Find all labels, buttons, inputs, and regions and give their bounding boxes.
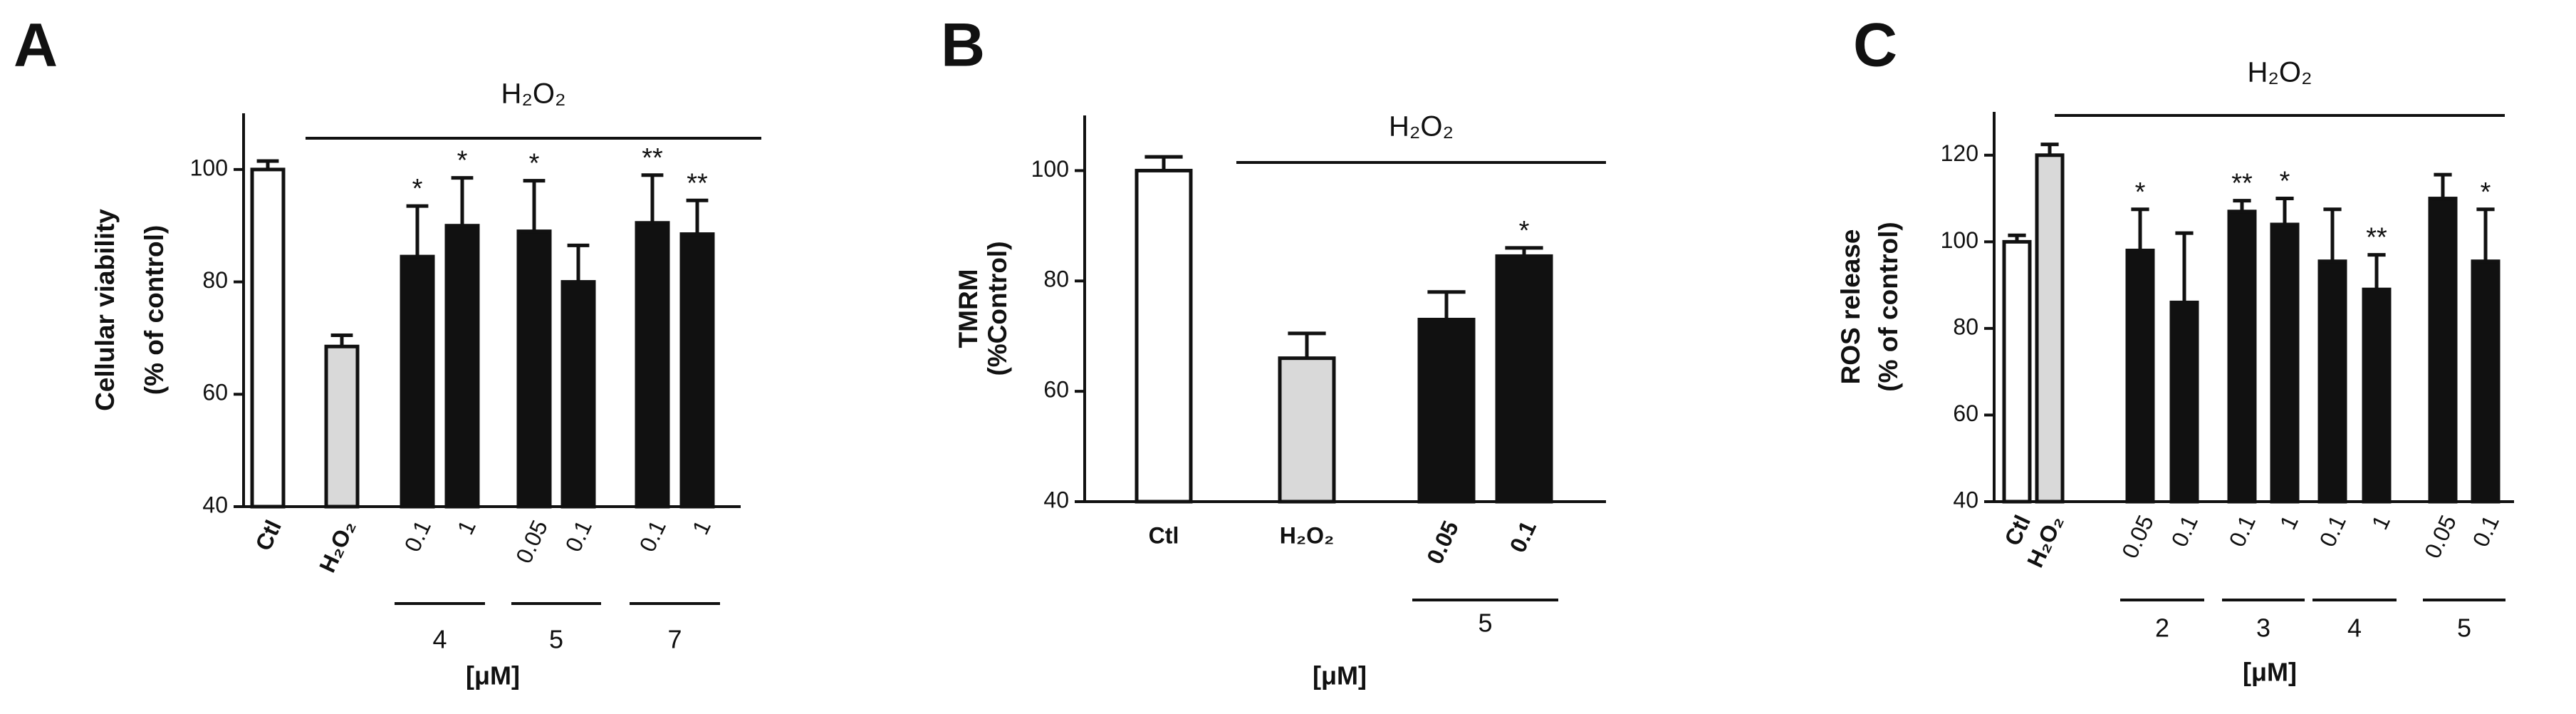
- y-tick-label: 80: [1953, 314, 1978, 339]
- x-tick-label: 0.1: [1505, 517, 1541, 557]
- group-label: 4: [432, 625, 447, 654]
- bar: [2227, 209, 2257, 504]
- y-tick-label: 60: [1043, 377, 1069, 403]
- x-tick-label: 0.1: [2166, 511, 2203, 551]
- bar: [1135, 168, 1193, 504]
- unit-label: [μM]: [466, 661, 520, 690]
- x-tick-label: 1: [687, 516, 716, 538]
- significance-label: **: [642, 143, 663, 173]
- y-tick-label: 80: [202, 267, 228, 293]
- x-tick-label: 1: [452, 516, 481, 538]
- panel-letter: A: [14, 11, 58, 80]
- group-label: 4: [2347, 614, 2362, 643]
- panel-letter: B: [941, 11, 985, 80]
- y-axis-label: TMRM: [954, 269, 983, 348]
- x-tick-label: 0.1: [400, 516, 436, 556]
- y-tick-label: 40: [1953, 487, 1978, 512]
- x-tick-label: 0.05: [1422, 517, 1464, 568]
- group-label: 5: [549, 625, 563, 654]
- significance-label: *: [1519, 216, 1530, 246]
- significance-label: **: [2366, 223, 2387, 253]
- significance-label: *: [457, 146, 468, 176]
- x-tick-label: 0.05: [2117, 511, 2159, 562]
- bar: [2270, 222, 2300, 504]
- significance-label: *: [529, 149, 540, 179]
- bar: [2035, 153, 2065, 504]
- y-axis-label: (% of control): [140, 225, 169, 395]
- bar: [400, 254, 435, 509]
- bar: [1417, 317, 1476, 504]
- bar: [2125, 248, 2155, 504]
- y-axis-label: Cellular viability: [90, 209, 120, 411]
- bar: [2169, 300, 2199, 504]
- significance-label: *: [2280, 167, 2290, 197]
- y-axis-label: ROS release: [1836, 229, 1865, 384]
- significance-label: *: [412, 174, 423, 204]
- treatment-label: H₂O₂: [1389, 111, 1454, 143]
- panel-letter: C: [1853, 11, 1897, 80]
- x-tick-label: 0.1: [2315, 511, 2351, 551]
- significance-label: *: [2481, 177, 2491, 207]
- y-tick-label: 80: [1043, 267, 1069, 292]
- bar: [2002, 239, 2032, 504]
- x-tick-label: 0.1: [560, 516, 597, 556]
- y-tick-label: 60: [202, 380, 228, 405]
- bar: [2428, 197, 2458, 504]
- x-tick-label: H₂O₂: [1280, 522, 1334, 548]
- y-tick-label: 60: [1953, 400, 1978, 426]
- group-label: 3: [2256, 614, 2270, 643]
- significance-label: **: [2231, 169, 2253, 199]
- y-tick-label: 100: [1031, 156, 1069, 182]
- y-tick-label: 100: [190, 155, 228, 180]
- x-tick-label: 1: [2367, 511, 2395, 533]
- bar: [635, 221, 670, 509]
- x-tick-label: 0.1: [2468, 511, 2504, 551]
- y-tick-label: 100: [1941, 227, 1978, 253]
- bar: [1278, 356, 1336, 504]
- x-tick-label: 0.05: [2419, 511, 2461, 562]
- unit-label: [μM]: [2243, 658, 2297, 687]
- y-axis-label: (% of control): [1874, 222, 1903, 391]
- bar: [324, 344, 360, 509]
- bar: [2362, 287, 2392, 504]
- bar: [2317, 259, 2347, 504]
- bar: [2471, 259, 2501, 504]
- significance-label: *: [2135, 177, 2146, 207]
- x-tick-label: Ctl: [1149, 522, 1179, 548]
- group-label: 7: [667, 625, 682, 654]
- group-label: 5: [2457, 614, 2471, 643]
- x-tick-label: 0.1: [2224, 511, 2260, 551]
- y-axis-label: (%Control): [983, 241, 1012, 376]
- y-tick-label: 40: [1043, 487, 1069, 512]
- bar: [250, 167, 286, 509]
- bar: [560, 280, 596, 509]
- x-tick-label: 0.1: [635, 516, 671, 556]
- group-label: 5: [1478, 609, 1492, 638]
- unit-label: [μM]: [1313, 661, 1367, 690]
- bar: [679, 232, 715, 509]
- bar: [1495, 254, 1553, 504]
- treatment-label: H₂O₂: [2247, 57, 2312, 88]
- y-tick-label: 40: [202, 492, 228, 517]
- x-tick-label: 0.05: [511, 516, 553, 567]
- x-tick-label: 1: [2275, 511, 2303, 533]
- significance-label: **: [687, 168, 708, 198]
- treatment-label: H₂O₂: [501, 78, 565, 110]
- y-tick-label: 120: [1941, 140, 1978, 166]
- x-tick-label: H₂O₂: [314, 516, 360, 576]
- bar: [444, 224, 480, 509]
- bar: [516, 229, 552, 509]
- group-label: 2: [2155, 614, 2169, 643]
- x-tick-label: Ctl: [250, 516, 286, 554]
